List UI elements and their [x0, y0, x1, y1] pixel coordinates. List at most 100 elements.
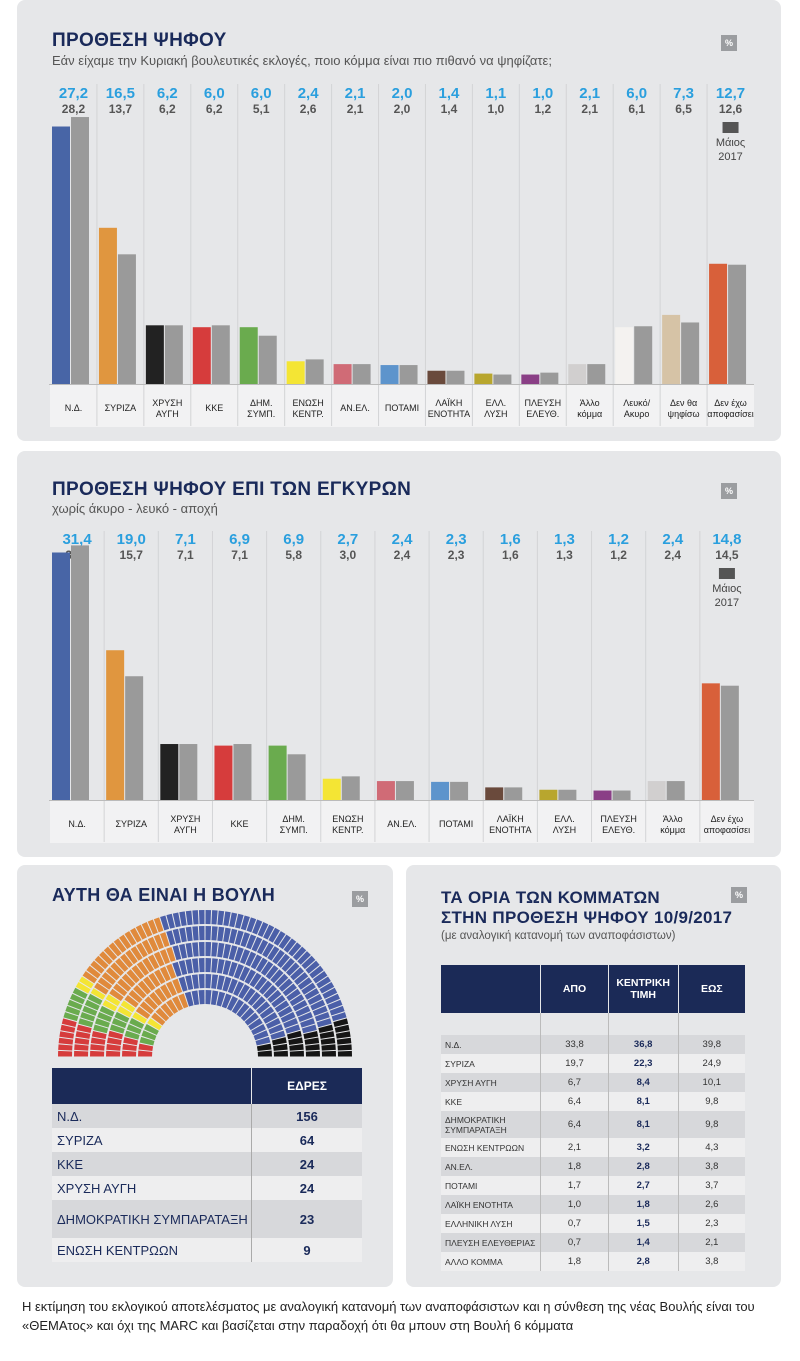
parliament-seat	[184, 991, 194, 1007]
limits-value-to: 3,8	[677, 1157, 745, 1176]
parliament-seat	[185, 958, 193, 974]
previous-value-label: 28,2	[62, 102, 86, 116]
parliament-seat	[255, 957, 268, 973]
category-label: ΔΗΜ.	[250, 398, 273, 408]
parliament-seat	[247, 991, 261, 1006]
category-label: ψηφίσω	[668, 409, 700, 419]
parliament-seat	[58, 1037, 74, 1045]
parliament-seat	[166, 946, 176, 962]
previous-bar	[211, 325, 230, 384]
parliament-seat	[192, 958, 199, 973]
current-value-label: 6,0	[204, 85, 225, 102]
parliament-seat	[114, 1011, 130, 1023]
parliament-seat	[256, 1001, 271, 1015]
parliament-seat	[153, 917, 164, 933]
limits-value-from: 1,0	[540, 1195, 609, 1214]
previous-bar	[558, 789, 577, 800]
current-bar	[615, 327, 634, 384]
parliament-seat	[267, 989, 282, 1003]
previous-bar	[540, 372, 559, 384]
parliament-seat	[216, 991, 226, 1007]
parliament-seat	[216, 975, 225, 991]
current-bar	[593, 790, 612, 800]
limits-value-center: 3,2	[607, 1138, 679, 1157]
seat-count: 64	[251, 1128, 362, 1152]
parliament-seat	[141, 922, 153, 937]
parliament-seat	[90, 1050, 105, 1057]
chart2-subtitle: χωρίς άκυρο - λευκό - αποχή	[52, 501, 218, 516]
parliament-seat	[160, 1003, 174, 1018]
parliament-seat	[172, 912, 181, 928]
parliament-seat	[297, 951, 311, 965]
parliament-seat	[120, 1000, 136, 1013]
parliament-seat	[292, 999, 308, 1012]
parliament-seat	[268, 927, 280, 943]
parliament-seat	[84, 999, 100, 1011]
parliament-seat	[240, 932, 250, 948]
parliament-seat	[179, 911, 187, 927]
previous-bar	[71, 545, 89, 800]
limits-column-header: ΑΠΟ	[540, 965, 609, 1013]
parliament-seat	[289, 1050, 304, 1057]
limits-party-name: ΠΟΤΑΜΙ	[445, 1180, 478, 1191]
category-label: ΠΛΕΥΣΗ	[600, 814, 637, 824]
limits-party-name: ΧΡΥΣΗ ΑΥΓΗ	[445, 1077, 497, 1088]
previous-bar	[125, 676, 144, 800]
parliament-seat	[256, 1043, 272, 1052]
parliament-seat	[274, 973, 289, 988]
category-label: ΕΛΛ.	[554, 814, 575, 824]
parliament-seat	[198, 910, 205, 925]
parliament-seat	[244, 969, 256, 985]
limits-header-blank	[441, 965, 541, 1013]
previous-bar	[71, 117, 89, 384]
limits-row: ΠΛΕΥΣΗ ΕΛΕΥΘΕΡΙΑΣ 0,7 1,4 2,1	[441, 1233, 745, 1252]
parliament-seat	[74, 1050, 89, 1057]
parliament-seat	[153, 934, 164, 950]
previous-value-label: 1,2	[534, 102, 551, 116]
previous-value-label: 14,5	[715, 548, 739, 562]
limits-value-center: 8,1	[607, 1092, 679, 1111]
limits-row: ΧΡΥΣΗ ΑΥΓΗ 6,7 8,4 10,1	[441, 1073, 745, 1092]
vote-intention-panel: ΠΡΟΘΕΣΗ ΨΗΦΟΥ Εάν είχαμε την Κυριακή βου…	[17, 0, 781, 441]
previous-bar	[395, 781, 414, 800]
current-value-label: 12,7	[716, 85, 745, 102]
seat-count: 9	[251, 1238, 362, 1262]
current-bar	[145, 325, 164, 384]
parliament-seat	[91, 1031, 107, 1039]
percent-badge: %	[721, 483, 737, 499]
parliament-seat	[252, 996, 266, 1010]
current-value-label: 2,4	[662, 531, 684, 548]
previous-bar	[612, 790, 631, 800]
current-bar	[268, 745, 287, 800]
parliament-seat	[233, 981, 245, 997]
parliament-seat	[240, 1007, 255, 1022]
current-value-label: 2,0	[392, 85, 413, 102]
limits-value-from: 33,8	[540, 1035, 609, 1054]
limits-party-name: ΚΚΕ	[445, 1096, 463, 1107]
parliament-seat	[205, 942, 212, 957]
parliament-seat	[222, 960, 232, 976]
previous-value-label: 2,4	[394, 548, 411, 562]
previous-value-label: 5,1	[253, 102, 270, 116]
limits-row: ΕΝΩΣΗ ΚΕΝΤΡΩΩΝ 2,1 3,2 4,3	[441, 1138, 745, 1157]
current-bar	[322, 778, 341, 800]
parliament-seat	[138, 1043, 154, 1052]
current-bar	[286, 361, 305, 384]
limits-value-from: 6,4	[540, 1111, 609, 1138]
parliament-seat	[109, 1024, 125, 1034]
parliament-seat	[235, 913, 244, 929]
parliament-seat	[74, 1037, 90, 1045]
previous-bar	[399, 365, 418, 384]
parliament-seat	[171, 996, 184, 1011]
previous-bar	[305, 359, 324, 384]
previous-value-label: 7,1	[231, 548, 248, 562]
parliament-seat	[115, 957, 129, 972]
parliament-seat	[58, 1044, 73, 1051]
parliament-seat	[319, 1031, 335, 1039]
parliament-seat	[221, 993, 232, 1009]
parliament-seat	[110, 962, 125, 977]
parliament-seat	[144, 996, 158, 1010]
parliament-seat	[285, 962, 300, 977]
current-value-label: 2,4	[392, 531, 414, 548]
parliament-seat	[320, 1037, 336, 1045]
